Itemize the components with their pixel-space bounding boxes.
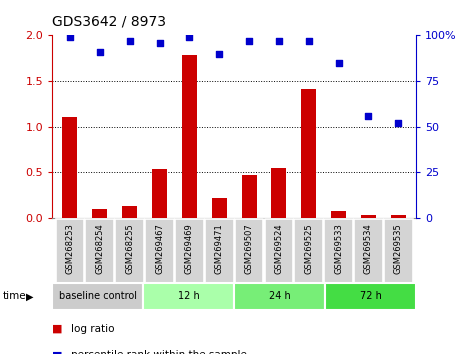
Text: GSM269533: GSM269533 xyxy=(334,223,343,274)
Text: GSM269524: GSM269524 xyxy=(274,223,283,274)
Text: time: time xyxy=(2,291,26,302)
Text: GSM269535: GSM269535 xyxy=(394,223,403,274)
Bar xyxy=(361,215,376,218)
Text: GSM269534: GSM269534 xyxy=(364,223,373,274)
Bar xyxy=(152,170,167,218)
Point xyxy=(335,60,342,65)
Bar xyxy=(235,219,263,282)
Text: 72 h: 72 h xyxy=(360,291,382,302)
Bar xyxy=(182,55,197,218)
Text: 12 h: 12 h xyxy=(178,291,200,302)
Point xyxy=(365,113,372,119)
Text: GSM269471: GSM269471 xyxy=(215,223,224,274)
Text: ■: ■ xyxy=(52,324,62,334)
Bar xyxy=(324,219,353,282)
Point xyxy=(66,34,74,40)
Point xyxy=(156,40,163,46)
Text: GSM269469: GSM269469 xyxy=(185,223,194,274)
Text: baseline control: baseline control xyxy=(59,291,137,302)
Bar xyxy=(301,89,316,218)
Text: GSM269525: GSM269525 xyxy=(304,223,313,274)
Bar xyxy=(212,198,227,218)
Point xyxy=(394,120,402,126)
Point xyxy=(275,38,283,44)
Bar xyxy=(331,211,346,218)
Bar xyxy=(294,219,323,282)
Point xyxy=(305,38,313,44)
Point xyxy=(245,38,253,44)
Point xyxy=(185,34,193,40)
Text: GSM268253: GSM268253 xyxy=(65,223,74,274)
Text: 24 h: 24 h xyxy=(269,291,290,302)
Bar xyxy=(264,219,293,282)
Bar xyxy=(242,175,256,218)
Bar xyxy=(205,219,234,282)
Text: GDS3642 / 8973: GDS3642 / 8973 xyxy=(52,14,166,28)
Bar xyxy=(122,206,137,218)
Text: ▶: ▶ xyxy=(26,291,34,302)
Text: GSM268254: GSM268254 xyxy=(95,223,104,274)
Bar xyxy=(115,219,144,282)
Bar xyxy=(145,219,174,282)
Text: GSM269507: GSM269507 xyxy=(245,223,254,274)
Text: ■: ■ xyxy=(52,350,62,354)
Bar xyxy=(354,219,383,282)
Bar xyxy=(86,219,114,282)
Bar xyxy=(175,219,204,282)
Bar xyxy=(384,219,412,282)
Point xyxy=(126,38,133,44)
Bar xyxy=(56,219,84,282)
Text: GSM268255: GSM268255 xyxy=(125,223,134,274)
Bar xyxy=(62,118,78,218)
Bar xyxy=(143,283,234,310)
Bar xyxy=(325,283,416,310)
Text: GSM269467: GSM269467 xyxy=(155,223,164,274)
Bar xyxy=(391,215,406,218)
Bar xyxy=(234,283,325,310)
Point xyxy=(96,49,104,55)
Point xyxy=(215,51,223,56)
Text: percentile rank within the sample: percentile rank within the sample xyxy=(71,350,247,354)
Text: log ratio: log ratio xyxy=(71,324,114,334)
Bar xyxy=(272,167,286,218)
Bar xyxy=(52,283,143,310)
Bar xyxy=(92,209,107,218)
